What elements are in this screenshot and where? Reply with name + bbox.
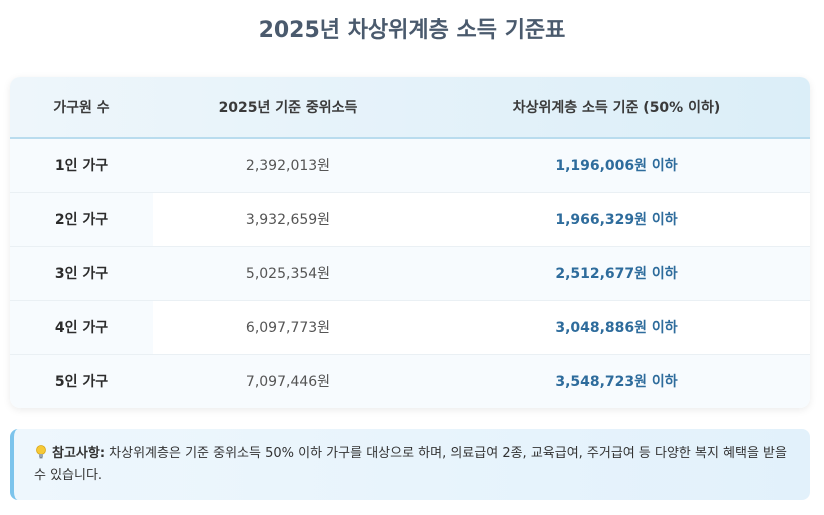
household-cell: 5인 가구 [10,354,153,408]
table-row: 2인 가구 3,932,659원 1,966,329원 이하 [10,192,810,246]
note-box: 참고사항: 차상위계층은 기준 중위소득 50% 이하 가구를 대상으로 하며,… [10,429,810,500]
header-household: 가구원 수 [53,100,110,116]
header-median-income: 2025년 기준 중위소득 [218,100,358,116]
standard-cell: 3,048,886원 이하 [555,320,678,336]
income-table: 가구원 수 2025년 기준 중위소득 차상위계층 소득 기준 (50% 이하)… [10,77,810,408]
median-income-cell: 3,932,659원 [245,212,331,228]
table-row: 3인 가구 5,025,354원 2,512,677원 이하 [10,246,810,300]
standard-cell: 1,196,006원 이하 [423,138,810,192]
income-table-card: 가구원 수 2025년 기준 중위소득 차상위계층 소득 기준 (50% 이하)… [10,77,810,408]
table-header-row: 가구원 수 2025년 기준 중위소득 차상위계층 소득 기준 (50% 이하) [10,77,810,138]
table-row: 1인 가구 2,392,013원 1,196,006원 이하 [10,138,810,192]
standard-cell: 3,548,723원 이하 [423,354,810,408]
household-cell: 3인 가구 [10,246,153,300]
table-row: 4인 가구 6,097,773원 3,048,886원 이하 [10,300,810,354]
note-text: 차상위계층은 기준 중위소득 50% 이하 가구를 대상으로 하며, 의료급여 … [34,446,787,483]
note-label: 참고사항: [52,446,106,461]
median-income-cell: 2,392,013원 [153,138,423,192]
standard-cell: 1,966,329원 이하 [555,212,678,228]
lightbulb-icon [34,443,48,465]
table-row: 5인 가구 7,097,446원 3,548,723원 이하 [10,354,810,408]
household-cell: 2인 가구 [10,192,153,246]
median-income-cell: 5,025,354원 [153,246,423,300]
household-cell: 4인 가구 [10,300,153,354]
household-cell: 1인 가구 [10,138,153,192]
median-income-cell: 6,097,773원 [245,320,331,336]
page-title: 2025년 차상위계층 소득 기준표 [258,18,566,43]
standard-cell: 2,512,677원 이하 [423,246,810,300]
header-standard: 차상위계층 소득 기준 (50% 이하) [512,100,721,116]
median-income-cell: 7,097,446원 [153,354,423,408]
